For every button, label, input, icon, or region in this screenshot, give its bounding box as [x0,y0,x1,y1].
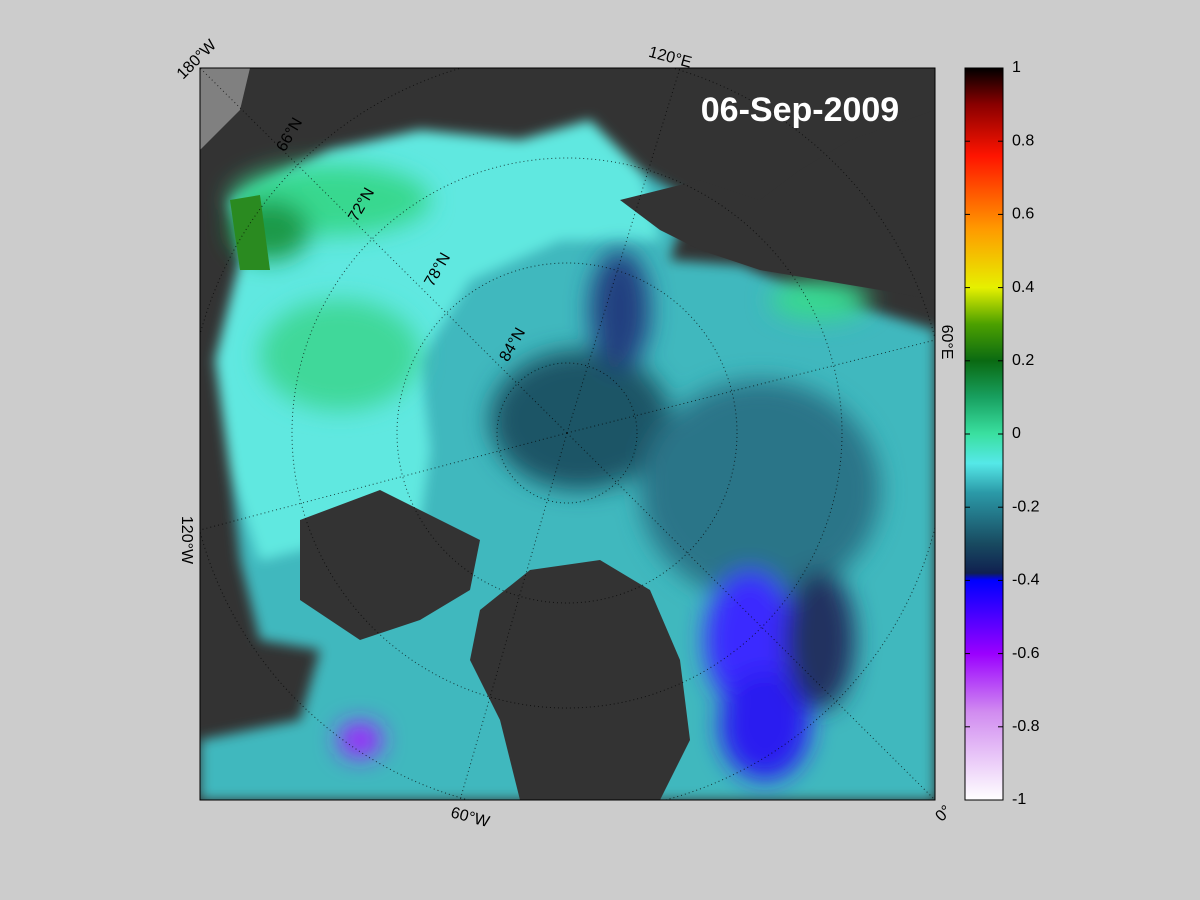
coastal-anomaly [230,195,270,270]
anomaly-field [230,165,880,780]
colorbar-tick-label: -1 [1012,791,1026,808]
siberia [620,110,935,300]
colorbar-tick-label: 1 [1012,59,1021,76]
map [200,68,935,800]
lon-label: 60°W [449,804,492,831]
lon-label: 0° [932,802,955,825]
colorbar-tick-label: 0.6 [1012,206,1034,223]
colorbar-tick-label: -0.4 [1012,572,1040,589]
graticule [200,68,935,800]
plot-frame [199,67,936,801]
colorbar-tick-label: -0.6 [1012,645,1040,662]
date-label: 06-Sep-2009 [701,91,899,129]
lon-label: 120°W [178,516,195,565]
colorbar-tick-label: -0.8 [1012,718,1040,735]
colorbar [964,67,1004,801]
colorbar-ticks: 1 0.8 0.6 0.4 0.2 0 -0.2 -0.4 -0.6 -0.8 -1 [965,59,1040,808]
colorbar-tick-label: 0.2 [1012,352,1034,369]
greenland [470,560,690,800]
colorbar-tick-label: 0 [1012,425,1021,442]
lon-label: 60°E [938,325,955,360]
lon-label: 120°E [647,44,694,72]
out-of-domain [200,68,250,150]
archipelago [300,490,480,640]
colorbar-tick-label: -0.2 [1012,498,1040,515]
colorbar-tick-label: 0.4 [1012,279,1034,296]
colorbar-tick-label: 0.8 [1012,132,1034,149]
